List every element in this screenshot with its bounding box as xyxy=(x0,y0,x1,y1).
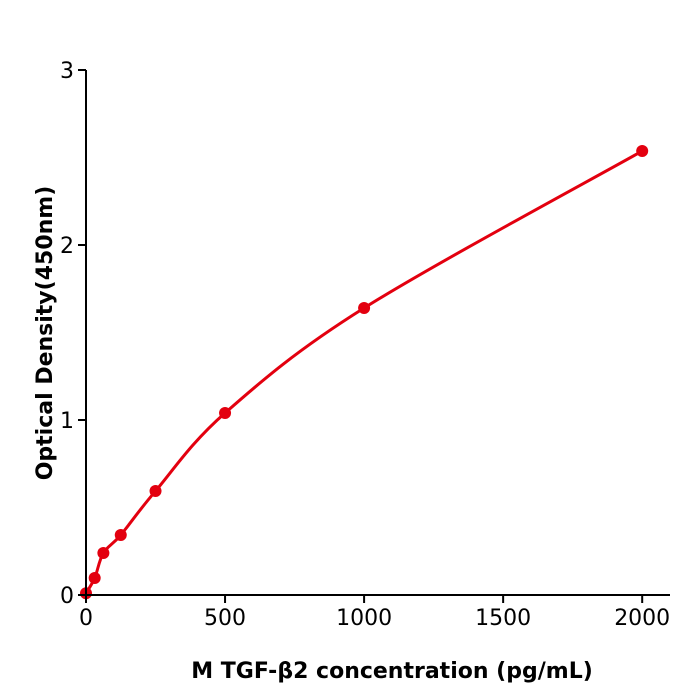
data-point xyxy=(114,528,127,541)
data-point xyxy=(219,407,232,419)
y-tick-label: 2 xyxy=(60,234,74,259)
data-point xyxy=(88,572,101,585)
x-tick-label: 1500 xyxy=(475,606,531,631)
y-axis-label: Optical Density(450nm) xyxy=(33,186,58,481)
fit-curve xyxy=(84,149,643,595)
data-point xyxy=(636,145,649,158)
y-tick-label: 0 xyxy=(60,584,74,609)
data-point xyxy=(358,302,371,314)
x-tick-label: 2000 xyxy=(614,606,670,631)
y-tick-label: 3 xyxy=(60,59,74,84)
x-tick-label: 500 xyxy=(204,606,246,631)
data-point xyxy=(149,485,162,498)
x-tick-label: 1000 xyxy=(336,606,392,631)
y-tick-label: 1 xyxy=(60,409,74,434)
x-tick-label: 0 xyxy=(79,606,93,631)
x-axis-label: M TGF-β2 concentration (pg/mL) xyxy=(191,659,593,684)
data-point xyxy=(97,547,110,559)
